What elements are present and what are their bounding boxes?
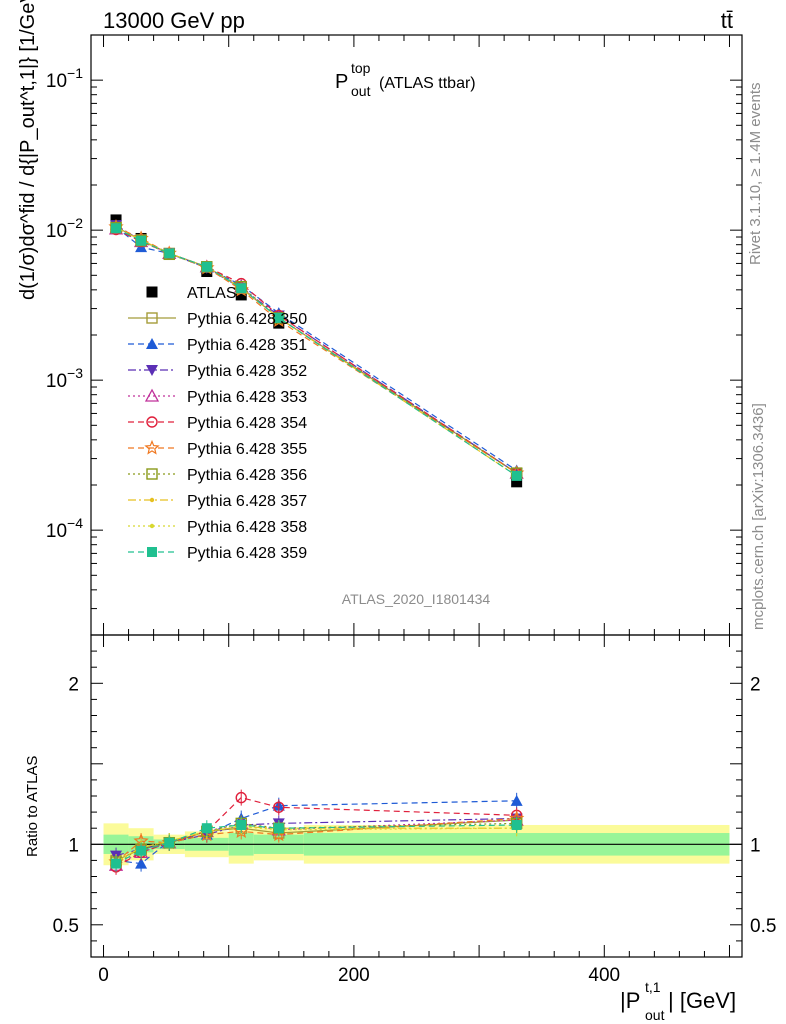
- legend-entry: Pythia 6.428 354: [128, 415, 307, 432]
- ratio-y-tick-label-right: 1: [750, 835, 761, 856]
- ratio-y-tick-label: 2: [68, 674, 79, 695]
- main-y-tick-label: 10−4: [46, 515, 83, 542]
- legend-marker: [146, 365, 158, 376]
- main-series-1: [110, 221, 523, 479]
- main-y-tick-label: 10−1: [46, 65, 83, 92]
- legend-entry: Pythia 6.428 355: [128, 439, 307, 458]
- legend-marker: [146, 416, 158, 428]
- plot-title: P top out (ATLAS ttbar): [335, 60, 476, 99]
- main-series-8: [113, 225, 519, 479]
- main-data-point: [511, 476, 523, 488]
- svg-text:| [GeV]: | [GeV]: [668, 988, 736, 1013]
- main-y-axis-label: d(1/σ)dσ^fid / d{|P_out^t,1|} [1/GeV]: [17, 0, 39, 300]
- main-series-5: [110, 223, 523, 479]
- ratio-data-point: [273, 823, 284, 834]
- legend-entry: Pythia 6.428 353: [128, 388, 307, 406]
- legend-label: Pythia 6.428 355: [187, 441, 307, 458]
- legend-entry: Pythia 6.428 352: [128, 363, 307, 380]
- ratio-data-point: [510, 794, 523, 806]
- main-data-point: [164, 248, 175, 259]
- svg-text:|P: |P: [620, 988, 640, 1013]
- ratio-y-tick-label: 0.5: [53, 916, 79, 937]
- ratio-y-tick-label-right: 0.5: [750, 916, 776, 937]
- main-series-line: [115, 227, 518, 477]
- x-tick-label: 200: [338, 965, 370, 986]
- main-data-point: [235, 289, 247, 301]
- svg-text:out: out: [645, 1007, 665, 1023]
- main-data-point: [136, 235, 147, 246]
- legend-label: Pythia 6.428 356: [187, 467, 307, 484]
- ratio-data-point: [235, 791, 247, 804]
- legend-marker: [149, 497, 155, 503]
- svg-text:d(1/σ)dσ^fid / d{|P_out^t,1|}: d(1/σ)dσ^fid / d{|P_out^t,1|} [1/GeV]: [17, 0, 39, 300]
- main-series-10: [111, 223, 522, 481]
- legend-label: Pythia 6.428 353: [187, 389, 307, 406]
- main-series-line: [115, 227, 518, 477]
- legend-entry: Pythia 6.428 357: [128, 493, 307, 510]
- legend-entry: Pythia 6.428 350: [128, 311, 307, 328]
- ratio-data-point: [111, 858, 122, 869]
- x-axis-label: |P t,1 out | [GeV]: [620, 979, 736, 1023]
- ratio-series-9: [111, 816, 522, 872]
- ratio-panel-frame: [90, 634, 743, 958]
- x-tick-label: 0: [98, 965, 109, 986]
- legend-label: Pythia 6.428 357: [187, 493, 307, 510]
- ratio-y-tick-label: 1: [68, 835, 79, 856]
- legend-label: ATLAS: [187, 285, 237, 302]
- process-label: tt̄: [721, 8, 733, 33]
- legend-label: Pythia 6.428 359: [187, 545, 307, 562]
- legend-entry: Pythia 6.428 356: [128, 467, 307, 484]
- main-data-point: [273, 312, 284, 323]
- main-y-tick-label: 10−3: [46, 365, 83, 392]
- main-data-point: [201, 261, 212, 272]
- legend-marker: [146, 338, 158, 349]
- legend-marker: [146, 286, 158, 298]
- ratio-data-point: [136, 845, 147, 856]
- main-data-point: [111, 223, 122, 234]
- ratio-y-axis-label: Ratio to ATLAS: [24, 756, 41, 857]
- ratio-data-point: [273, 801, 285, 813]
- legend-label: Pythia 6.428 358: [187, 519, 307, 536]
- legend-entry: Pythia 6.428 351: [128, 337, 307, 354]
- legend-marker: [144, 388, 160, 402]
- legend-label: Pythia 6.428 351: [187, 337, 307, 354]
- legend-entry: Pythia 6.428 359: [128, 545, 307, 562]
- svg-text:top: top: [351, 60, 371, 76]
- energy-label: 13000 GeV pp: [103, 8, 245, 33]
- ratio-data-point: [201, 823, 212, 834]
- mcplots-label: mcplots.cern.ch [arXiv:1306.3436]: [750, 403, 767, 630]
- main-series-7: [110, 221, 523, 479]
- svg-text:out: out: [351, 83, 371, 99]
- legend-entry: ATLAS: [146, 285, 237, 302]
- legend-marker: [146, 468, 158, 480]
- main-data-point: [511, 470, 522, 481]
- ratio-y-tick-label-right: 2: [750, 674, 761, 695]
- rivet-version-label: Rivet 3.1.10, ≥ 1.4M events: [747, 83, 764, 266]
- main-data-point: [236, 283, 247, 294]
- main-series-line: [115, 227, 518, 477]
- legend-label: Pythia 6.428 354: [187, 415, 307, 432]
- x-tick-label: 400: [588, 965, 620, 986]
- legend-label: Pythia 6.428 352: [187, 363, 307, 380]
- svg-text:(ATLAS ttbar): (ATLAS ttbar): [379, 75, 476, 92]
- ratio-data-point: [135, 857, 148, 869]
- svg-text:t,1: t,1: [645, 979, 661, 995]
- main-y-tick-label: 10−2: [46, 215, 83, 242]
- legend-entry: Pythia 6.428 358: [128, 519, 307, 536]
- ratio-data-point: [164, 837, 175, 848]
- legend-marker: [147, 547, 157, 557]
- legend-label: Pythia 6.428 350: [187, 311, 307, 328]
- svg-text:P: P: [335, 71, 348, 93]
- ratio-data-point: [236, 819, 247, 830]
- legend-marker: [146, 312, 158, 324]
- legend-marker: [144, 439, 160, 455]
- analysis-id: ATLAS_2020_I1801434: [342, 591, 491, 607]
- legend-marker: [149, 523, 155, 529]
- main-series-9: [113, 225, 519, 479]
- main-series-4: [108, 221, 524, 479]
- ratio-data-point: [511, 819, 522, 830]
